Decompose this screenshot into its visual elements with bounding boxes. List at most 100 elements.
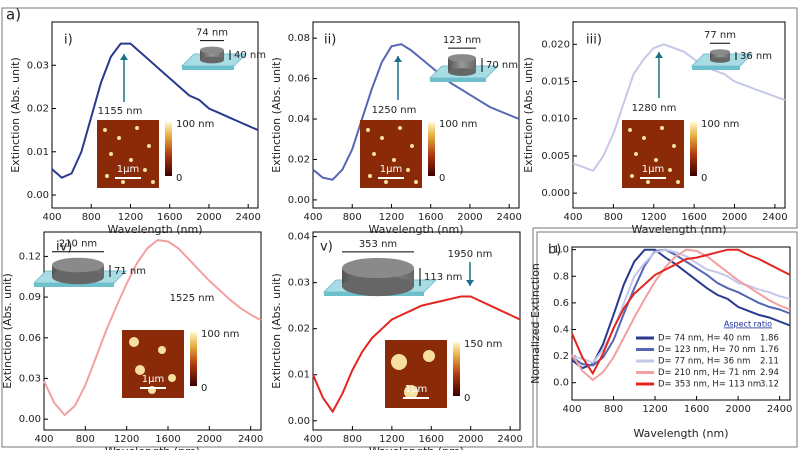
disk-top [52,257,104,273]
x-tick-label: 1600 [157,212,182,223]
y-tick-label: 0.04 [288,232,310,243]
afm-particle [168,374,176,382]
afm-particle [147,144,151,148]
y-tick-label: 0.00 [19,414,41,425]
afm-particle [143,168,147,172]
y-tick-label: 0.03 [19,373,41,384]
afm-particle [410,144,414,148]
colorbar-max: 100 nm [701,119,739,130]
y-tick-label: 0.06 [288,74,310,85]
spectrum-line [43,239,262,417]
x-tick-label: 2000 [196,212,221,223]
afm-particle [404,385,418,399]
x-tick-label: 1600 [155,434,180,445]
panel-label: iv) [56,240,72,255]
x-tick-label: 1200 [114,434,139,445]
spectrum-line [571,248,791,367]
x-axis-label: Wavelength (nm) [368,223,463,236]
x-tick-label: 800 [76,434,95,445]
height-label: 113 nm [424,272,462,283]
afm-particle [151,180,155,184]
afm-particle [109,152,113,156]
x-tick-label: 400 [303,212,322,223]
peak-arrowhead [655,52,663,58]
spectrum-line [51,42,259,179]
afm-particle [646,180,650,184]
peak-arrowhead [120,54,128,60]
diameter-label: 77 nm [704,30,736,41]
colorbar-min: 0 [464,393,470,404]
x-tick-label: 1600 [419,434,444,445]
x-tick-label: 1600 [681,212,706,223]
y-tick-label: 0.02 [27,104,49,115]
x-tick-label: 1200 [379,212,404,223]
panel-label: v) [320,240,333,255]
y-tick-label: 0.02 [288,324,310,335]
afm-particle [135,365,145,375]
substrate-edge [34,283,114,287]
spectrum-line [312,295,521,414]
x-tick-label: 1600 [684,404,709,415]
peak-arrowhead [466,280,474,286]
x-axis-label: Wavelength (nm) [105,445,200,450]
x-tick-label: 800 [604,212,623,223]
x-tick-label: 1600 [418,212,443,223]
peak-label: 1525 nm [170,293,215,304]
y-tick-label: 0.02 [288,154,310,165]
x-tick-label: 2400 [238,434,263,445]
y-axis-label: Extinction (Abs. unit) [270,273,283,389]
disk-bottom [342,275,414,297]
afm-particle [105,174,109,178]
scale-bar-label: 1μm [642,164,664,175]
x-axis-label: Wavelength (nm) [107,223,202,236]
y-tick-label: 0.000 [541,188,570,199]
x-tick-label: 800 [82,212,101,223]
disk-body [710,52,730,60]
colorbar-max: 100 nm [201,329,239,340]
afm-particle [634,152,638,156]
x-tick-label: 2000 [725,404,750,415]
y-tick-label: 0.005 [541,151,570,162]
legend-title: Aspect ratio [724,320,772,329]
diameter-label: 74 nm [196,28,228,39]
x-tick-label: 400 [42,212,61,223]
legend-label: D= 123 nm, H= 70 nm [658,345,756,355]
x-tick-label: 2400 [762,212,787,223]
legend-label: D= 77 nm, H= 36 nm [658,357,750,367]
x-tick-label: 2400 [767,404,792,415]
afm-particle [660,126,664,130]
x-tick-label: 2400 [496,212,521,223]
y-axis-label: Extinction (Abs. unit) [522,57,535,173]
x-tick-label: 800 [343,212,362,223]
height-label: 40 nm [234,50,266,61]
peak-label: 1280 nm [632,103,677,114]
afm-particle [135,126,139,130]
y-tick-label: 0.00 [288,416,310,427]
colorbar [190,332,197,386]
y-tick-label: 0.020 [541,39,570,50]
legend-label: D= 353 nm, H= 113 nm [658,380,761,390]
x-tick-label: 2000 [458,434,483,445]
disk-bottom [448,68,476,76]
disk-top [710,49,730,55]
y-tick-label: 0.04 [288,114,310,125]
colorbar-min: 0 [176,173,182,184]
plot-frame [312,21,520,209]
panel-label: b) [548,243,561,258]
x-tick-label: 800 [604,404,623,415]
x-tick-label: 2000 [197,434,222,445]
y-tick-label: 0.03 [27,60,49,71]
y-tick-label: 0.03 [288,278,310,289]
scale-bar-label: 1μm [117,164,139,175]
x-tick-label: 2000 [457,212,482,223]
x-tick-label: 800 [343,434,362,445]
x-axis-label: Wavelength (nm) [369,445,464,450]
scale-bar-label: 1μm [380,164,402,175]
colorbar [165,122,172,176]
colorbar-min: 0 [201,383,207,394]
x-axis-label: Wavelength (nm) [631,223,726,236]
spectrum-line [571,248,791,382]
legend-ratio: 1.86 [760,334,779,344]
legend-label: D= 74 nm, H= 40 nm [658,334,750,344]
